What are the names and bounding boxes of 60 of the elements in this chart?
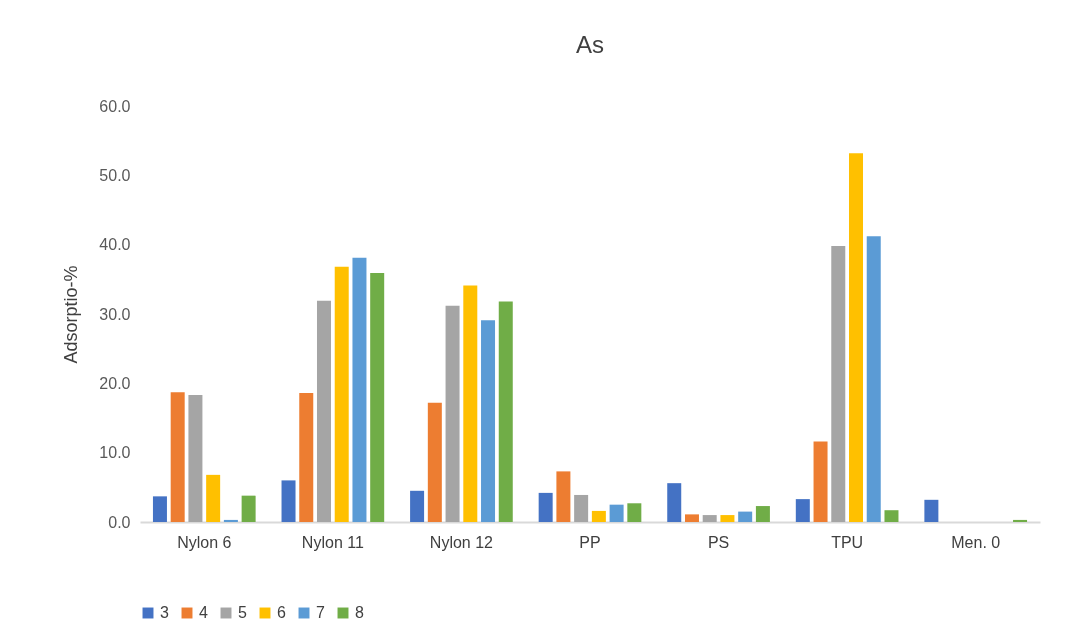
- x-tick-label: TPU: [831, 533, 864, 551]
- x-tick-label: PP: [579, 533, 601, 551]
- bar: [702, 515, 717, 522]
- bar: [884, 510, 899, 522]
- bar: [795, 499, 810, 522]
- bar: [241, 495, 256, 522]
- x-tick-label: Nylon 11: [301, 533, 364, 551]
- bar: [152, 496, 167, 522]
- legend-label: 7: [316, 604, 325, 621]
- x-tick-label: Nylon 6: [177, 533, 232, 551]
- x-tick-label: PS: [707, 533, 730, 551]
- y-axis-title: Adsorptio-%: [61, 265, 82, 364]
- bar: [591, 510, 606, 522]
- bar: [924, 499, 939, 522]
- bar: [866, 236, 881, 522]
- bar: [627, 503, 642, 522]
- bar: [463, 285, 478, 522]
- bar: [684, 514, 699, 522]
- y-tick-label: 0.0: [108, 513, 131, 531]
- bar: [609, 504, 624, 522]
- bar: [849, 153, 864, 522]
- bar: [813, 441, 828, 522]
- bar: [188, 395, 203, 522]
- x-tick-label: Nylon 12: [429, 533, 494, 551]
- bar: [170, 392, 185, 522]
- legend-label: 3: [160, 604, 169, 621]
- legend-label: 6: [277, 604, 286, 621]
- bar: [410, 490, 425, 522]
- bar: [481, 320, 496, 522]
- bar: [755, 506, 770, 522]
- legend-label: 8: [355, 604, 364, 621]
- y-tick-label: 10.0: [99, 444, 131, 462]
- bar: [445, 305, 460, 522]
- bar: [281, 480, 296, 522]
- chart-title: As: [575, 31, 605, 58]
- bar: [498, 301, 513, 522]
- y-tick-label: 40.0: [99, 236, 131, 254]
- bar: [831, 246, 846, 522]
- bar: [223, 519, 238, 522]
- bar: [299, 393, 314, 522]
- bar: [1013, 519, 1028, 522]
- legend-label: 4: [199, 604, 208, 621]
- bar: [667, 483, 682, 522]
- bar: [206, 474, 221, 522]
- x-tick-label: Men. 0: [951, 533, 1001, 551]
- y-tick-label: 30.0: [99, 305, 131, 323]
- bar: [370, 273, 385, 522]
- bar: [334, 266, 349, 522]
- bar: [316, 300, 331, 522]
- bar: [538, 492, 553, 522]
- y-tick-label: 60.0: [99, 97, 131, 115]
- bar: [352, 257, 367, 522]
- bar: [738, 511, 753, 522]
- bar: [574, 494, 589, 522]
- bar: [427, 402, 442, 522]
- bar: [720, 515, 735, 522]
- legend-label: 5: [238, 604, 247, 621]
- bar: [556, 471, 571, 522]
- y-tick-label: 20.0: [99, 374, 131, 392]
- y-tick-label: 50.0: [99, 166, 131, 184]
